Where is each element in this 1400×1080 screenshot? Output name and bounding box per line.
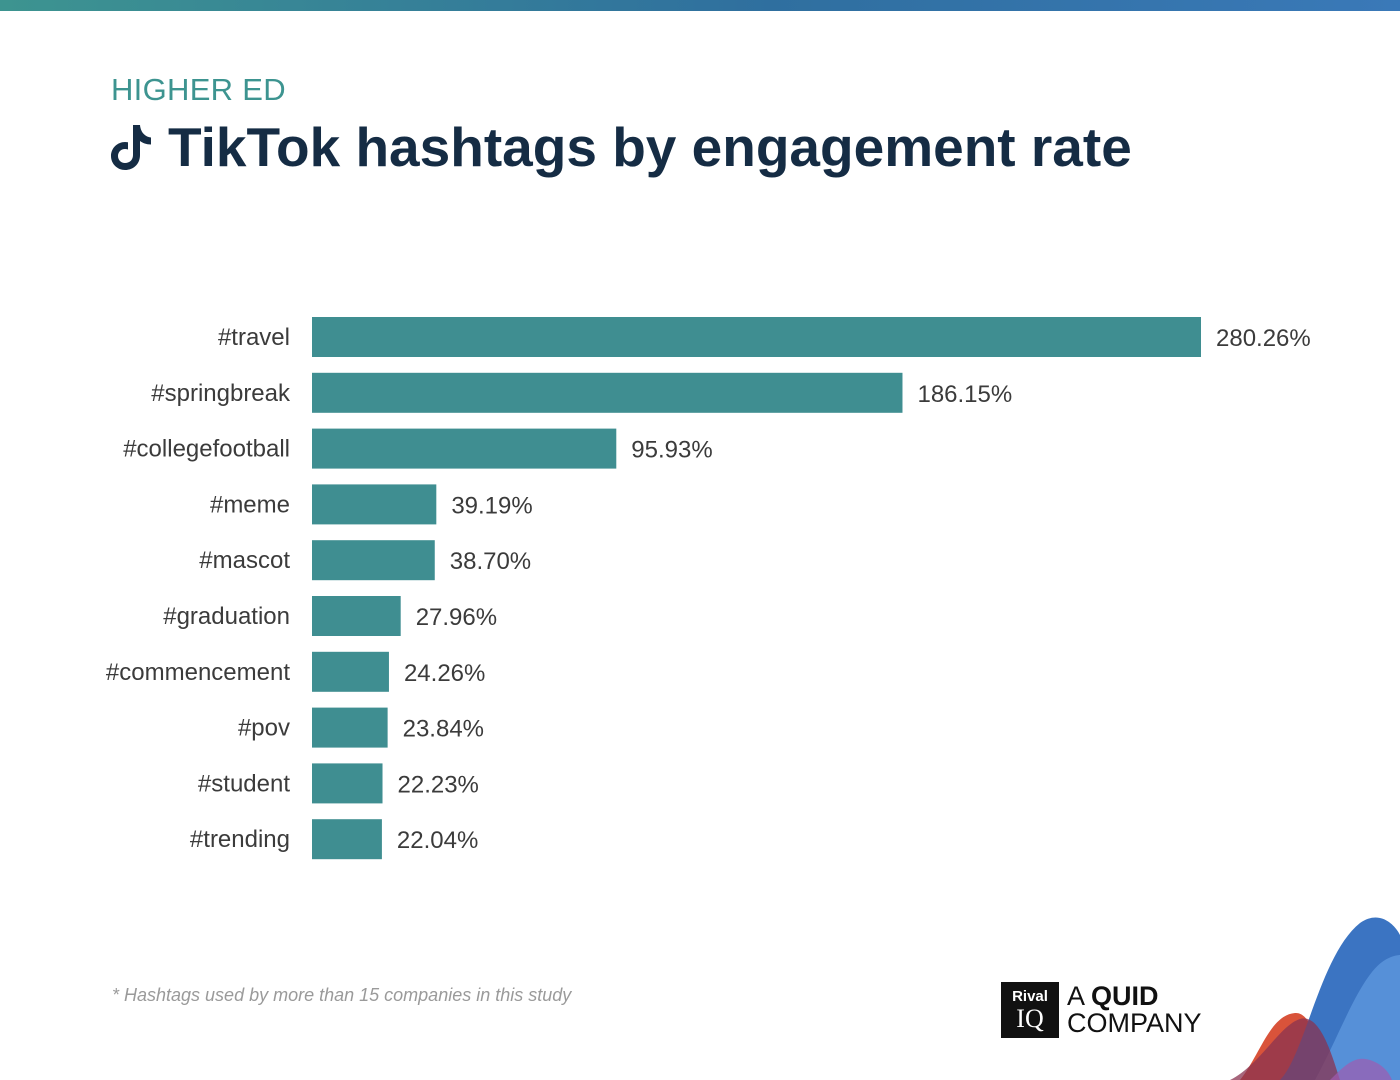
quid-line-2: COMPANY <box>1067 1008 1202 1038</box>
rival-logo-text: Rival <box>1012 987 1048 1005</box>
category-label: #student <box>198 770 290 797</box>
quid-prefix: A <box>1067 981 1084 1011</box>
category-label: #pov <box>238 715 290 742</box>
category-label: #commencement <box>106 659 290 686</box>
quid-company-text: A QUID COMPANY <box>1067 983 1202 1037</box>
bar <box>312 317 1201 357</box>
value-label: 27.96% <box>416 604 497 631</box>
footnote: * Hashtags used by more than 15 companie… <box>112 985 572 1005</box>
category-label: #trending <box>190 826 290 853</box>
category-label: #mascot <box>199 547 290 574</box>
category-label: #travel <box>218 324 290 351</box>
brand-logo: Rival IQ A QUID COMPANY <box>1001 982 1202 1038</box>
category-label: #meme <box>210 491 290 518</box>
bar <box>312 819 382 860</box>
bar <box>312 707 388 748</box>
value-label: 39.19% <box>451 492 532 519</box>
chart-title: TikTok hashtags by engagement rate <box>168 116 1132 178</box>
iq-logo-text: IQ <box>1016 1003 1044 1033</box>
quid-line-1: A QUID <box>1067 983 1202 1010</box>
bar <box>312 428 617 469</box>
bar <box>312 484 437 525</box>
category-label: #collegefootball <box>123 436 290 463</box>
tiktok-icon <box>111 125 151 170</box>
bar <box>312 372 903 413</box>
value-label: 23.84% <box>403 716 484 743</box>
category-eyebrow: HIGHER ED <box>111 72 286 107</box>
decorative-wave <box>1230 917 1400 1080</box>
top-accent-bar <box>0 0 1400 11</box>
category-label: #springbreak <box>151 380 291 407</box>
value-label: 95.93% <box>631 437 712 464</box>
value-label: 280.26% <box>1216 325 1311 352</box>
quid-bold: QUID <box>1091 981 1159 1011</box>
rival-iq-logo: Rival IQ <box>1001 982 1059 1038</box>
bar <box>312 651 389 692</box>
bar <box>312 763 383 804</box>
value-label: 24.26% <box>404 660 485 687</box>
value-label: 22.04% <box>397 827 478 854</box>
value-label: 38.70% <box>450 548 531 575</box>
bar <box>312 596 401 636</box>
value-label: 186.15% <box>917 381 1012 408</box>
title-row: TikTok hashtags by engagement rate <box>108 112 1132 182</box>
bar <box>312 540 435 581</box>
category-label: #graduation <box>163 603 290 630</box>
value-label: 22.23% <box>398 771 479 798</box>
